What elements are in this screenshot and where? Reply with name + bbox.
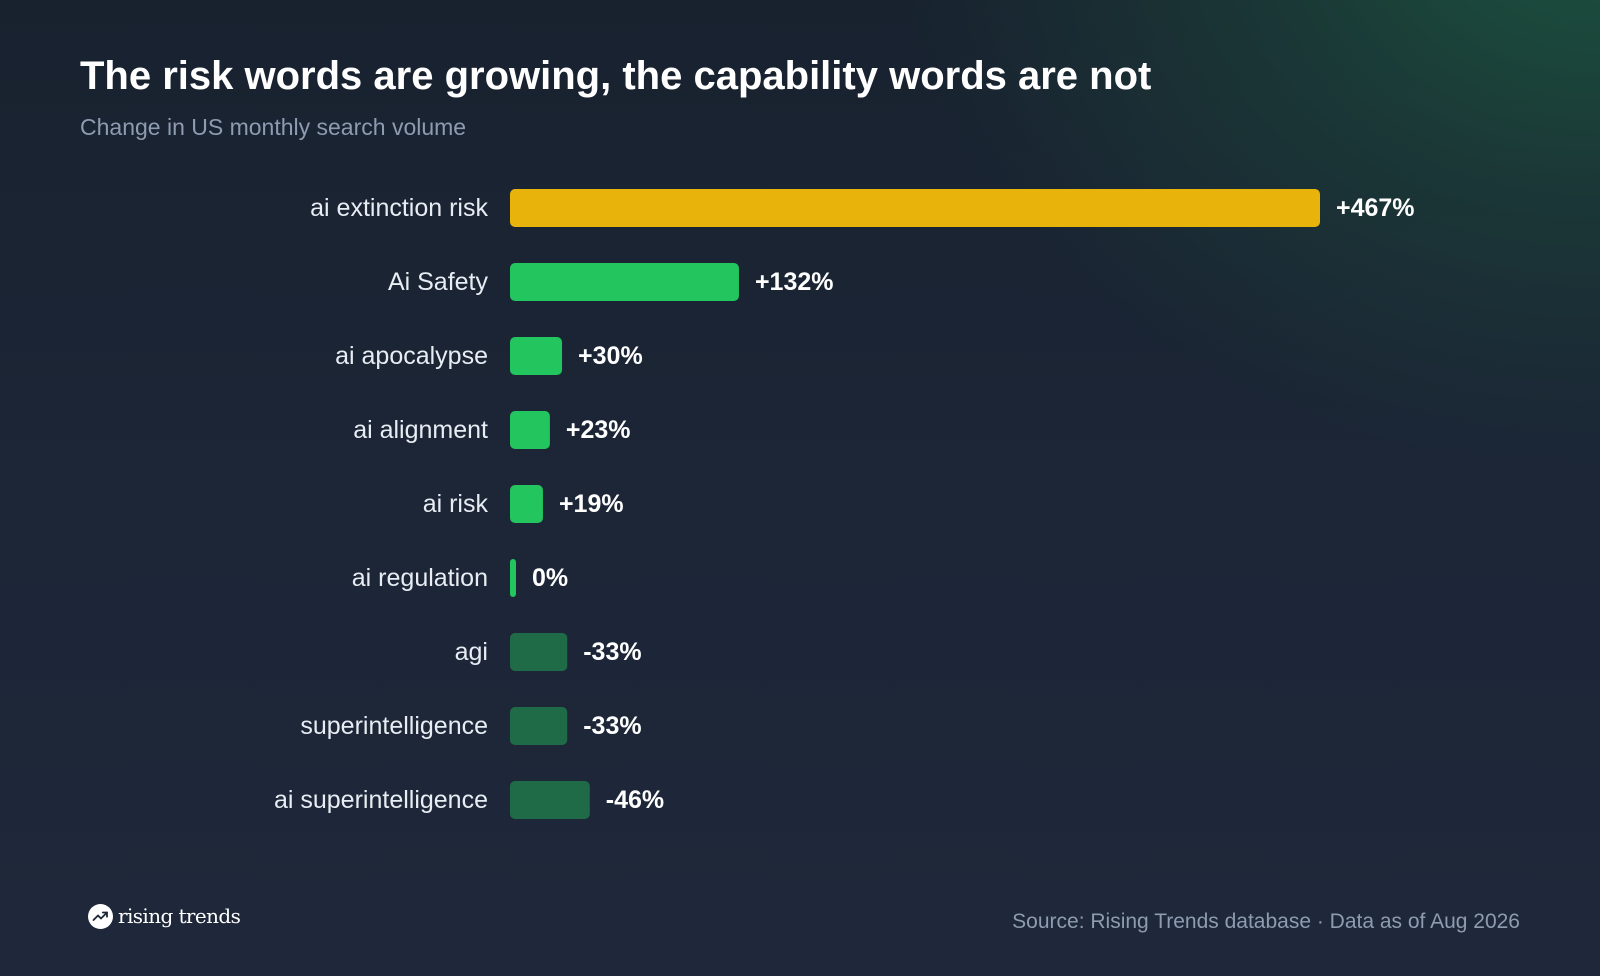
- value-label: 0%: [532, 564, 568, 592]
- bar: [510, 559, 516, 597]
- bar: [510, 263, 739, 301]
- brand-name: rising trends: [118, 904, 241, 928]
- category-label: ai extinction risk: [310, 194, 488, 222]
- source-note: Source: Rising Trends database · Data as…: [1012, 910, 1520, 933]
- category-label: superintelligence: [300, 712, 488, 740]
- value-label: -33%: [583, 712, 641, 740]
- category-label: ai regulation: [352, 564, 488, 592]
- category-label: ai apocalypse: [335, 342, 488, 370]
- chart-subtitle: Change in US monthly search volume: [80, 114, 467, 140]
- bar: [510, 781, 590, 819]
- value-label: +132%: [755, 268, 834, 296]
- brand-logo: rising trends: [88, 902, 241, 930]
- bar: [510, 633, 568, 671]
- value-label: -33%: [583, 638, 641, 666]
- value-label: +30%: [578, 342, 643, 370]
- value-label: -46%: [606, 786, 664, 814]
- bar: [510, 411, 550, 449]
- bar-chart: ai extinction risk +467% Ai Safety +132% ai …: [273, 189, 1415, 819]
- trend-up-icon: [88, 903, 113, 929]
- category-label: Ai Safety: [388, 268, 489, 296]
- category-label: ai risk: [423, 490, 489, 518]
- value-label: +19%: [559, 490, 624, 518]
- value-label: +23%: [566, 416, 631, 444]
- bar: [510, 485, 543, 523]
- value-label: +467%: [1336, 194, 1415, 222]
- bar: [510, 707, 568, 745]
- category-label: agi: [455, 638, 488, 666]
- category-label: ai superintelligence: [274, 786, 488, 814]
- bar: [510, 189, 1320, 227]
- chart-title: The risk words are growing, the capabili…: [80, 54, 1152, 98]
- bar: [510, 337, 563, 375]
- category-label: ai alignment: [353, 416, 488, 444]
